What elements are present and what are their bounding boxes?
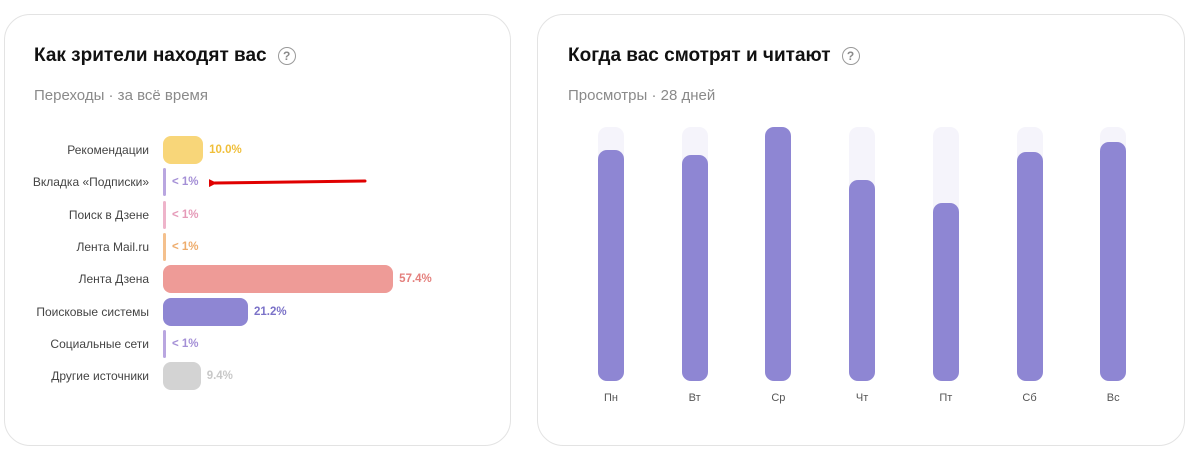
bar-category-label: Вс: [1106, 392, 1120, 404]
bar-category-label: Вт: [688, 392, 701, 404]
bar[interactable]: [598, 149, 624, 381]
bar[interactable]: [163, 168, 166, 197]
bar-value-label: 21.2%: [254, 305, 287, 318]
bar-category-label: Ср: [771, 392, 786, 404]
views-by-day-title-text: Когда вас смотрят и читают: [568, 45, 831, 66]
bar-category-label: Лента Mail.ru: [76, 239, 149, 254]
bar[interactable]: [163, 200, 166, 229]
bar-category-label: Вкладка «Подписки»: [32, 175, 149, 190]
bar-track: [765, 127, 792, 381]
bar-track: [598, 127, 624, 381]
traffic-sources-card: Как зрители находят вас ? Переходы · за …: [4, 14, 511, 446]
bar[interactable]: [163, 265, 394, 294]
views-by-day-card: Когда вас смотрят и читают ? Просмотры ·…: [537, 14, 1185, 446]
bar[interactable]: [1016, 152, 1043, 381]
bar[interactable]: [163, 232, 166, 261]
bar-category-label: Другие источники: [51, 369, 149, 384]
bar-category-label: Чт: [855, 392, 869, 404]
bar-value-label: < 1%: [172, 208, 199, 221]
bar-category-label: Пн: [604, 392, 618, 404]
bar-track: [681, 127, 708, 381]
bar-category-label: Лента Дзена: [78, 272, 149, 287]
bar[interactable]: [163, 329, 166, 358]
bar-category-label: Рекомендации: [67, 143, 149, 157]
views-by-day-title: Когда вас смотрят и читают ?: [568, 45, 860, 67]
bar-value-label: 10.0%: [209, 144, 242, 156]
question-circle-icon[interactable]: ?: [277, 47, 296, 65]
bar[interactable]: [1100, 142, 1127, 381]
bar[interactable]: [163, 136, 204, 164]
bar[interactable]: [163, 297, 248, 326]
views-by-day-subtitle: Просмотры · 28 дней: [568, 87, 716, 104]
bar-track: [849, 127, 876, 381]
bar-value-label: < 1%: [172, 337, 199, 350]
bar[interactable]: [163, 362, 201, 391]
bar-track: [1100, 127, 1127, 381]
bar[interactable]: [765, 127, 792, 381]
traffic-sources-title: Как зрители находят вас ?: [34, 45, 296, 67]
traffic-sources-title-text: Как зрители находят вас: [34, 45, 267, 66]
bar-value-label: 57.4%: [399, 273, 432, 286]
question-circle-icon[interactable]: ?: [841, 47, 860, 65]
bar-category-label: Поиск в Дзене: [68, 207, 149, 222]
bar-track: [932, 127, 959, 381]
bar-category-label: Сб: [1022, 392, 1037, 404]
bar-category-label: Поисковые системы: [36, 304, 149, 319]
bar-category-label: Пт: [939, 392, 953, 404]
bar-value-label: < 1%: [172, 176, 199, 189]
traffic-sources-subtitle: Переходы · за всё время: [34, 87, 208, 104]
bar[interactable]: [932, 203, 959, 381]
bar[interactable]: [849, 180, 876, 381]
bar-value-label: 9.4%: [206, 370, 233, 383]
bar[interactable]: [681, 154, 708, 381]
bar-value-label: < 1%: [172, 240, 199, 253]
bar-track: [1016, 127, 1043, 381]
bar-category-label: Социальные сети: [50, 336, 149, 351]
